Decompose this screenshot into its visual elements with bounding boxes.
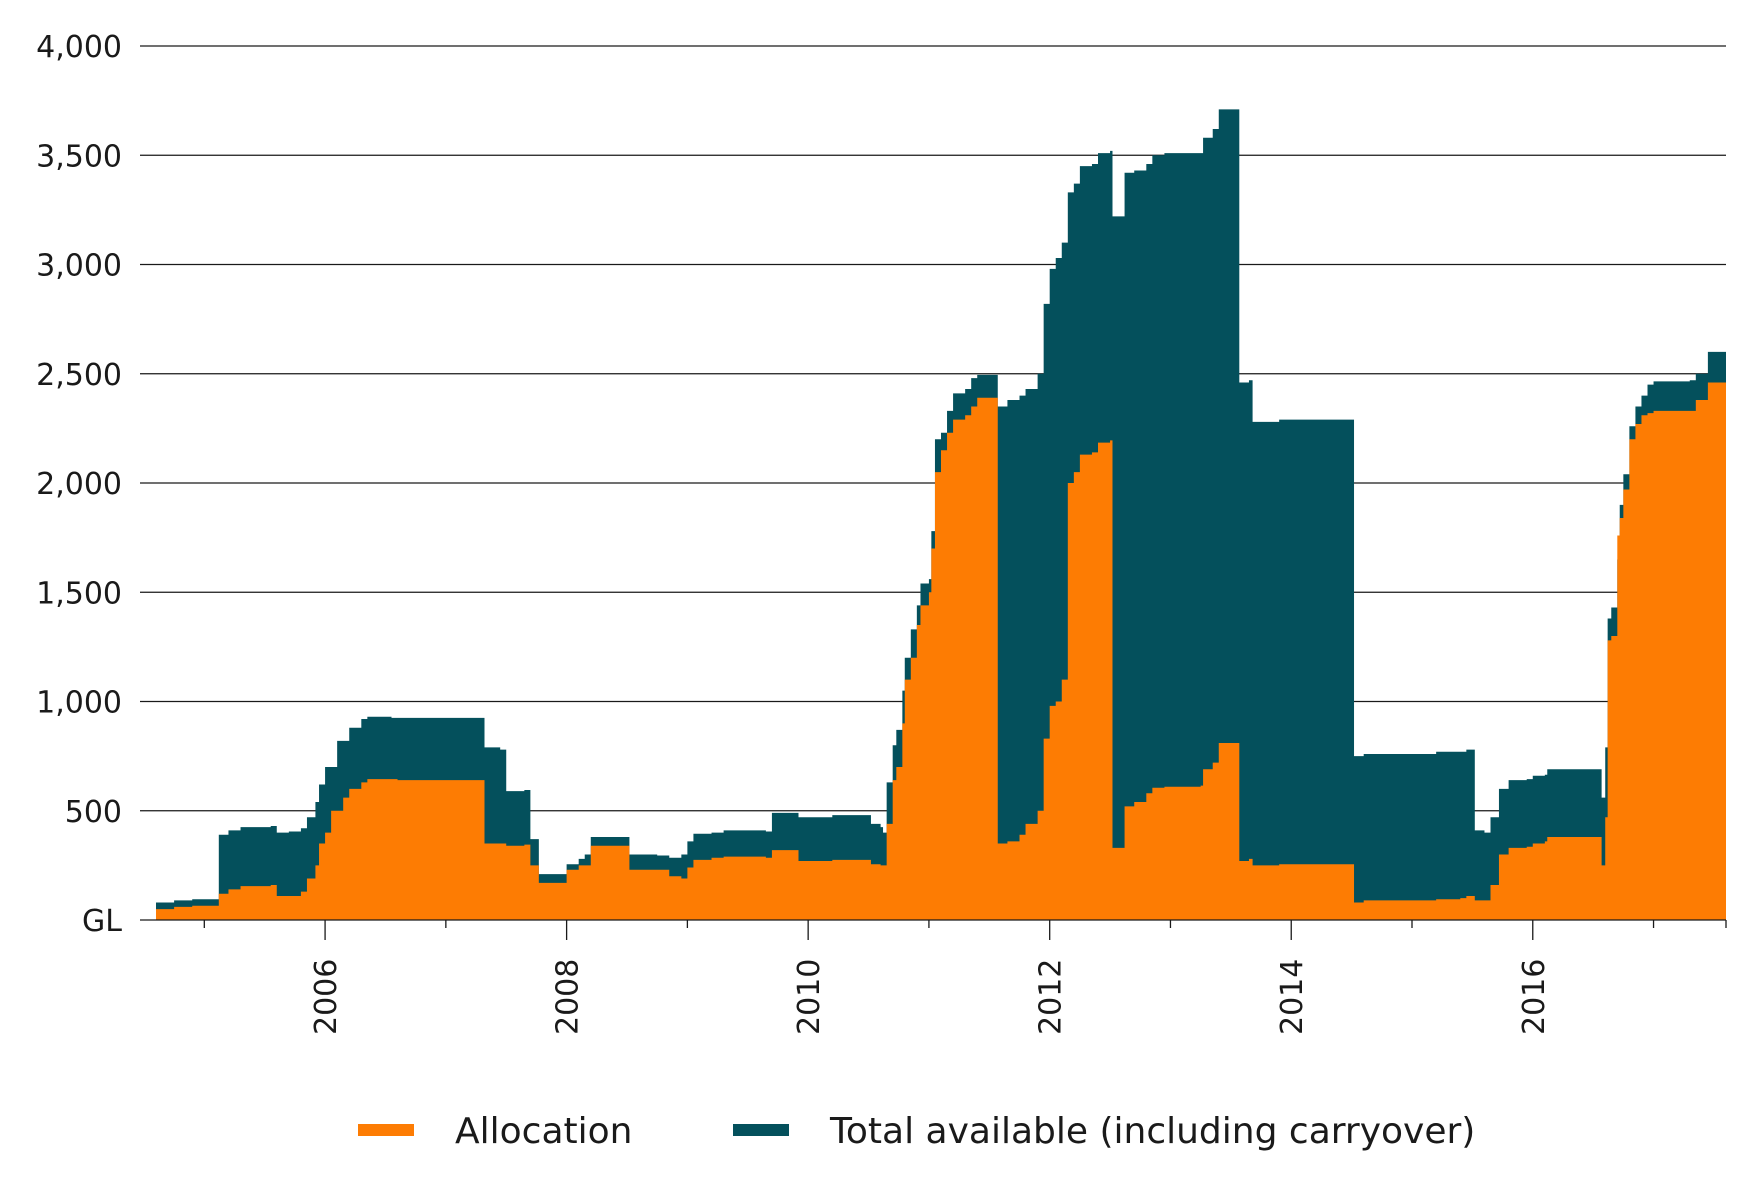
legend: Allocation Total available (including ca… [358,1111,1475,1152]
area-series-allocation [156,380,1726,920]
legend-swatch-allocation [358,1124,414,1136]
axes [140,919,1727,940]
x-tick-label-2014: 2014 [1275,959,1310,1035]
legend-swatch-total-available [733,1124,789,1136]
y-tick-label-3500: 3,500 [36,139,122,174]
x-tick-label-2010: 2010 [792,959,827,1035]
x-tick-label-2008: 2008 [551,959,586,1035]
y-tick-label-2500: 2,500 [36,358,122,393]
x-tick-label-2006: 2006 [309,959,344,1035]
x-tick-label-2012: 2012 [1034,959,1069,1035]
x-axis-labels: 2006 2008 2010 2012 2014 2016 [309,959,1552,1035]
plot-area [156,109,1726,921]
y-tick-label-2000: 2,000 [36,467,122,502]
legend-label-allocation: Allocation [455,1111,632,1152]
y-tick-label-1500: 1,500 [36,576,122,611]
legend-label-total-available: Total available (including carryover) [829,1111,1475,1152]
y-tick-label-3000: 3,000 [36,249,122,284]
y-tick-label-500: 500 [65,795,122,830]
y-axis-labels: GL 500 1,000 1,500 2,000 2,500 3,000 3,500 4,000 [36,30,122,939]
x-tick-label-2016: 2016 [1517,959,1552,1035]
y-tick-label-unit: GL [82,904,122,939]
y-tick-label-4000: 4,000 [36,30,122,65]
y-tick-label-1000: 1,000 [36,686,122,721]
